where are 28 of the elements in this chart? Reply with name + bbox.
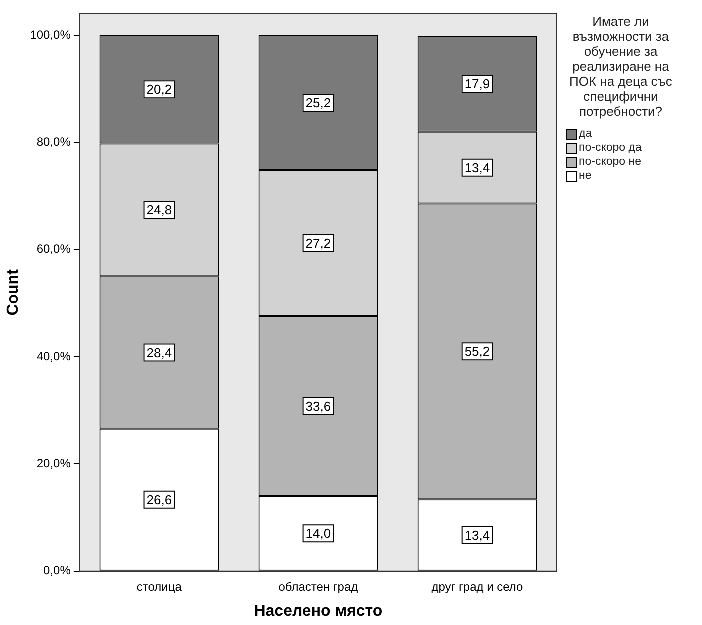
data-label: 28,4 xyxy=(146,345,172,360)
data-label: 33,6 xyxy=(306,398,332,414)
y-tick-label: 40,0% xyxy=(36,349,72,364)
legend-label: по-скоро да xyxy=(579,142,642,154)
x-axis-title: Населено място xyxy=(254,602,383,620)
data-label: 27,2 xyxy=(306,236,332,251)
y-tick-label: 80,0% xyxy=(36,134,72,149)
data-label: 14,0 xyxy=(306,526,332,542)
data-label: 55,2 xyxy=(464,344,490,360)
data-label: 17,9 xyxy=(464,76,490,92)
legend-label: да xyxy=(579,128,592,140)
x-tick-label: столица xyxy=(136,580,182,594)
y-tick-label: 60,0% xyxy=(36,242,72,256)
data-label: 20,2 xyxy=(146,82,172,98)
data-label: 25,2 xyxy=(306,96,332,111)
y-tick-label: 100,0% xyxy=(30,28,72,42)
y-axis-title: Count xyxy=(5,268,22,316)
x-tick-label: областен град xyxy=(278,580,358,594)
legend-label: не xyxy=(579,170,592,182)
legend-label: по-скоро не xyxy=(579,156,642,168)
data-label: 24,8 xyxy=(146,202,172,218)
data-label: 13,4 xyxy=(464,528,490,543)
data-label: 26,6 xyxy=(146,492,172,508)
y-tick-label: 0,0% xyxy=(44,564,72,578)
x-tick-label: друг град и село xyxy=(432,580,524,594)
legend-title: Имате ли възможности за обучение за реализиране на ПОК на деца със специфични потребности? xyxy=(568,14,674,119)
y-tick-label: 20,0% xyxy=(36,456,72,471)
data-label: 13,4 xyxy=(464,160,490,176)
